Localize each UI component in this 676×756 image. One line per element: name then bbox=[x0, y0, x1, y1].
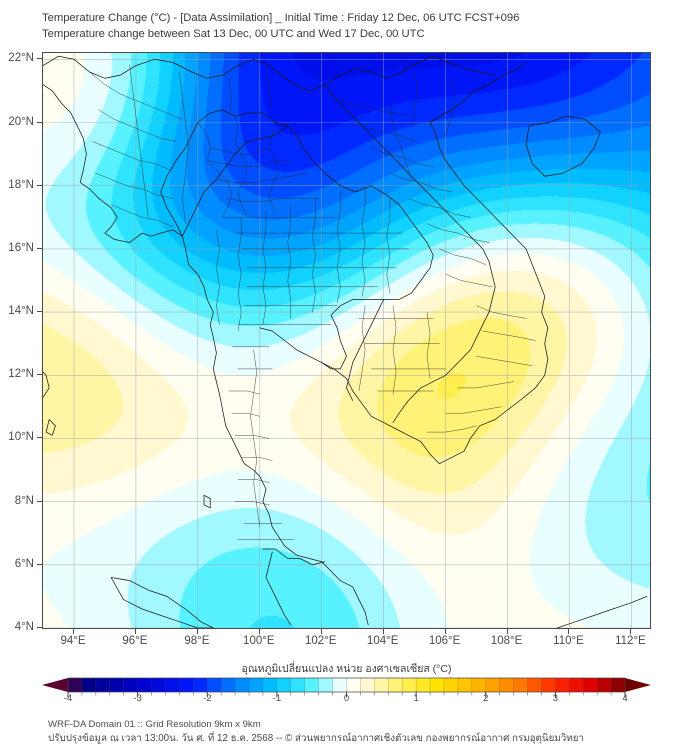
colorbar-tick-label: 4 bbox=[622, 693, 628, 704]
x-axis-tick-label: 100°E bbox=[243, 635, 275, 647]
x-axis-tick-label: 94°E bbox=[60, 635, 86, 647]
y-axis-tick-label: 18°N bbox=[8, 178, 34, 191]
map-gridlines bbox=[43, 53, 650, 628]
footer-attribution: ปรับปรุงข้อมูล ณ เวลา 13:00น. วัน ศ. ที่… bbox=[48, 732, 585, 744]
x-axis-tick-label: 96°E bbox=[122, 635, 148, 647]
colorbar[interactable]: อุณหภูมิเปลี่ยนแปลง หน่วย องศาเซลเซียส (… bbox=[42, 660, 651, 710]
x-axis-tick-mark bbox=[196, 629, 198, 634]
y-axis-tick-label: 14°N bbox=[8, 305, 34, 318]
x-axis-tick-mark bbox=[630, 629, 632, 634]
map-geography-overlay bbox=[43, 53, 650, 628]
y-axis-tick-label: 8°N bbox=[14, 494, 34, 507]
x-axis-tick-label: 106°E bbox=[428, 635, 461, 647]
colorbar-tick-label: -2 bbox=[203, 693, 212, 704]
chart-title-block: Temperature Change (°C) - [Data Assimila… bbox=[42, 11, 662, 42]
x-axis-tick-mark bbox=[506, 629, 508, 634]
footer-block: WRF-DA Domain 01 :: Grid Resolution 9km … bbox=[48, 718, 668, 745]
colorbar-tick-label: 3 bbox=[552, 693, 559, 704]
colorbar-tick-label: -3 bbox=[133, 693, 142, 704]
y-axis-tick-label: 22°N bbox=[8, 52, 34, 65]
x-axis-tick-mark bbox=[72, 629, 74, 634]
y-axis-tick-label: 20°N bbox=[8, 115, 34, 128]
map-plot-area[interactable] bbox=[42, 52, 651, 629]
y-axis-tick-label: 16°N bbox=[8, 241, 34, 254]
map-coastlines bbox=[43, 55, 648, 628]
colorbar-tick-label: -1 bbox=[272, 693, 282, 704]
x-axis-tick-mark bbox=[568, 629, 570, 634]
colorbar-gradient bbox=[42, 677, 651, 698]
x-axis-tick-label: 98°E bbox=[184, 635, 210, 647]
colorbar-tick-label: -4 bbox=[63, 693, 73, 704]
temperature-anomaly-field bbox=[43, 53, 650, 628]
map-province-boundaries bbox=[89, 65, 536, 540]
y-axis-tick-label: 6°N bbox=[14, 557, 34, 570]
page-title: Temperature Change (°C) - [Data Assimila… bbox=[42, 12, 520, 24]
footer-model-info: WRF-DA Domain 01 :: Grid Resolution 9km … bbox=[48, 719, 261, 730]
x-axis-tick-mark bbox=[258, 629, 260, 634]
x-axis-tick-label: 104°E bbox=[366, 635, 399, 647]
y-axis-tick-label: 4°N bbox=[14, 621, 34, 633]
x-axis-tick-label: 112°E bbox=[615, 635, 646, 647]
colorbar-title: อุณหภูมิเปลี่ยนแปลง หน่วย องศาเซลเซียส (… bbox=[241, 663, 452, 675]
x-axis-tick-mark bbox=[444, 629, 446, 634]
colorbar-tick-label: 2 bbox=[483, 693, 489, 704]
y-axis-tick-label: 12°N bbox=[8, 368, 34, 381]
x-axis-tick-mark bbox=[382, 629, 384, 634]
page-subtitle: Temperature change between Sat 13 Dec, 0… bbox=[42, 27, 425, 40]
x-axis-tick-label: 102°E bbox=[304, 635, 337, 647]
x-axis-tick-mark bbox=[134, 629, 136, 634]
x-axis-tick-label: 110°E bbox=[553, 635, 584, 647]
colorbar-tick-label: 0 bbox=[343, 693, 350, 704]
x-axis-tick-mark bbox=[320, 629, 322, 634]
colorbar-tick-label: 1 bbox=[413, 693, 419, 704]
x-axis-tick-label: 108°E bbox=[490, 635, 523, 647]
y-axis-tick-label: 10°N bbox=[8, 431, 34, 444]
